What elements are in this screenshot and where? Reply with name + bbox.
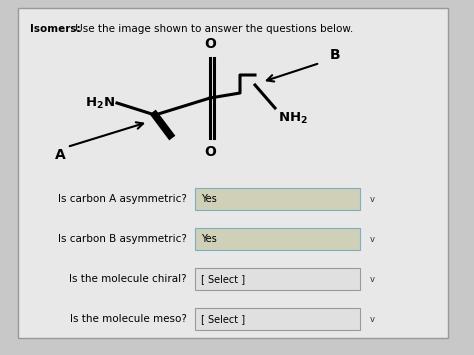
Text: B: B	[330, 48, 341, 62]
Text: $\mathbf{NH_2}$: $\mathbf{NH_2}$	[278, 111, 308, 126]
Text: Is carbon A asymmetric?: Is carbon A asymmetric?	[58, 194, 187, 204]
Text: $\mathbf{H_2N}$: $\mathbf{H_2N}$	[85, 95, 115, 110]
Text: v: v	[370, 235, 374, 244]
Text: v: v	[370, 195, 374, 203]
Bar	[195, 228, 360, 250]
Text: Yes: Yes	[201, 194, 217, 204]
Text: Is the molecule chiral?: Is the molecule chiral?	[69, 274, 187, 284]
Text: Use the image shown to answer the questions below.: Use the image shown to answer the questi…	[72, 24, 353, 34]
Text: O: O	[204, 37, 216, 51]
Bar	[195, 308, 360, 330]
Bar	[195, 188, 360, 210]
Text: [ Select ]: [ Select ]	[201, 274, 245, 284]
Text: A: A	[55, 148, 66, 162]
Text: Isomers:: Isomers:	[30, 24, 81, 34]
Text: O: O	[204, 145, 216, 159]
Text: Is the molecule meso?: Is the molecule meso?	[70, 314, 187, 324]
Text: [ Select ]: [ Select ]	[201, 314, 245, 324]
Text: Yes: Yes	[201, 234, 217, 244]
Text: Is carbon B asymmetric?: Is carbon B asymmetric?	[58, 234, 187, 244]
Text: v: v	[370, 274, 374, 284]
Bar	[195, 268, 360, 290]
Text: v: v	[370, 315, 374, 323]
